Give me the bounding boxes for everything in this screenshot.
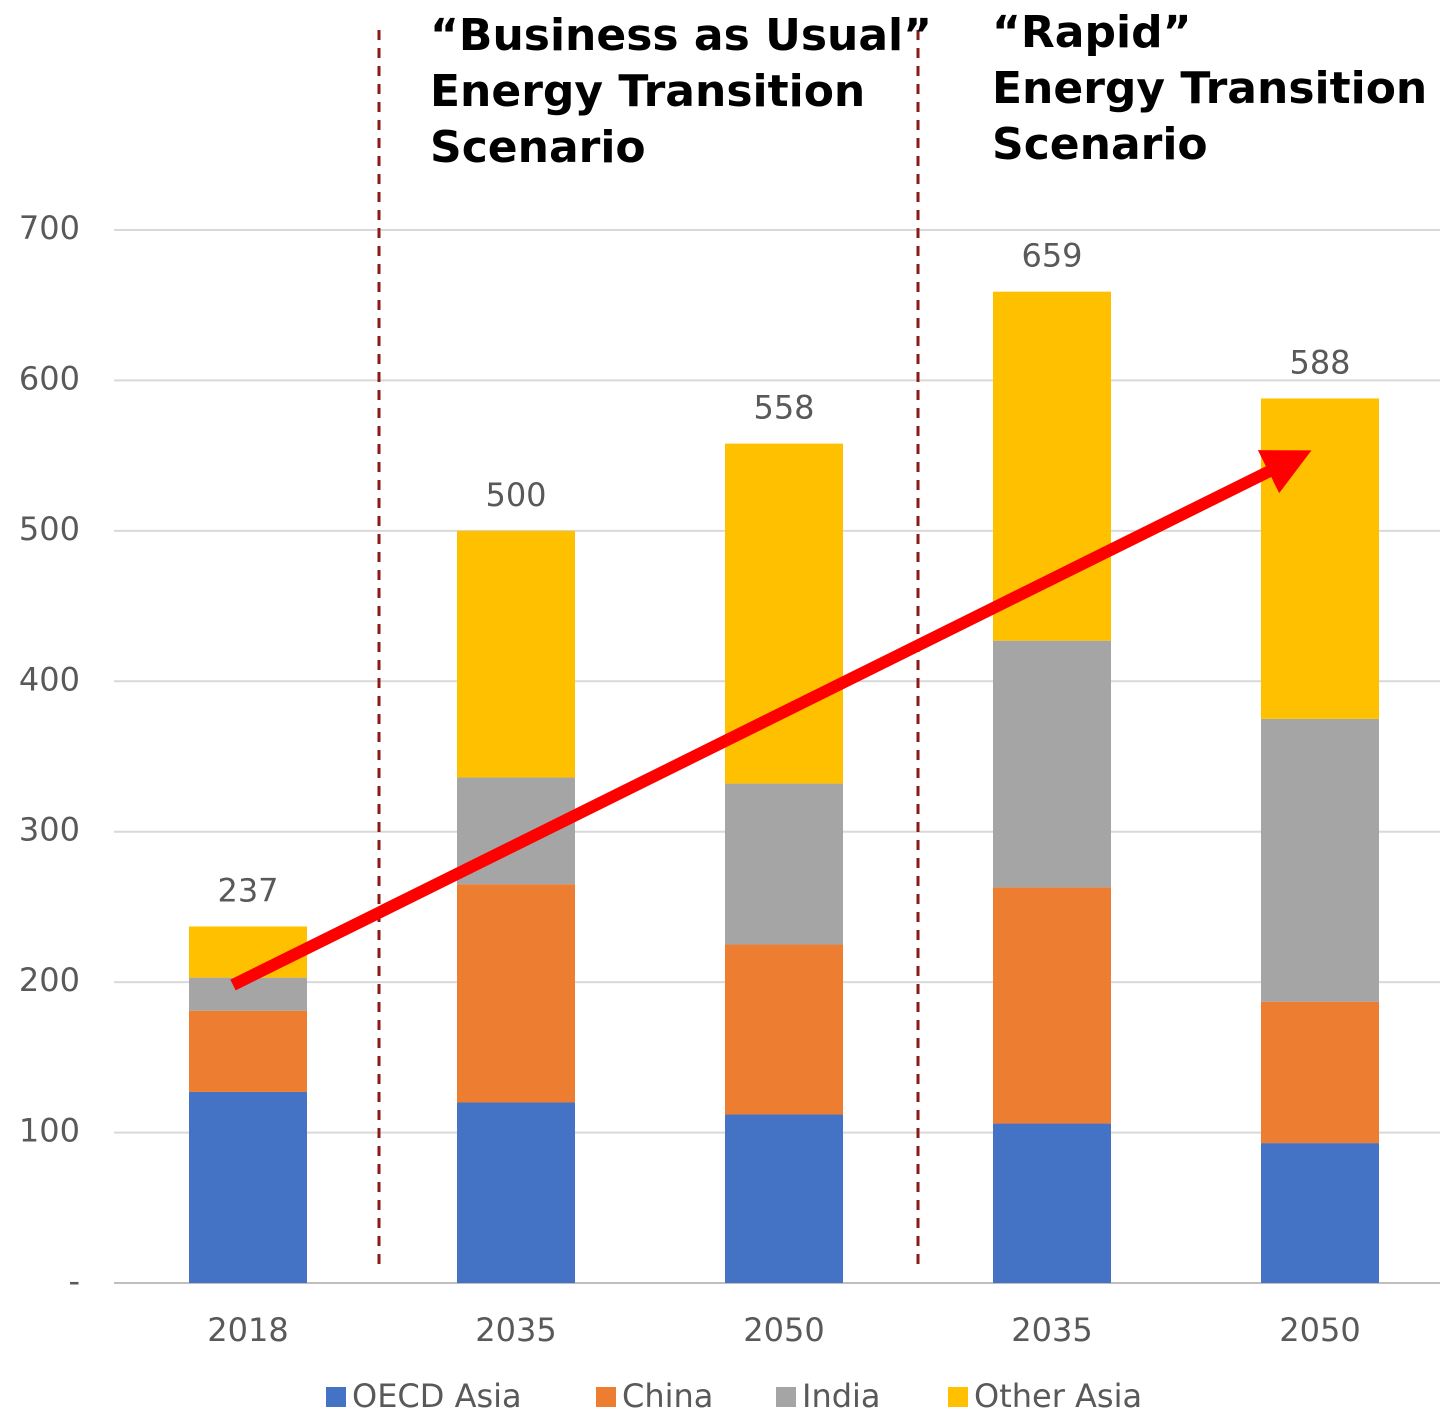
annotation: Energy Transition bbox=[992, 63, 1427, 114]
bar-segment bbox=[993, 887, 1111, 1124]
annotation: Scenario bbox=[430, 122, 646, 173]
annotation: “Business as Usual” bbox=[430, 10, 932, 61]
bar-segment bbox=[1261, 1143, 1379, 1283]
y-tick-label: 100 bbox=[19, 1112, 80, 1150]
x-tick-label: 2018 bbox=[207, 1311, 288, 1349]
y-tick-label: 400 bbox=[19, 660, 80, 698]
bar-segment bbox=[457, 884, 575, 1103]
legend-swatch bbox=[596, 1387, 616, 1407]
bar-segment bbox=[993, 291, 1111, 641]
trend-arrow bbox=[230, 450, 1312, 991]
legend-label: OECD Asia bbox=[352, 1377, 522, 1414]
x-tick-label: 2050 bbox=[743, 1311, 824, 1349]
bar-segment bbox=[725, 944, 843, 1115]
bar-segment bbox=[1261, 718, 1379, 1002]
bar-segment bbox=[725, 1114, 843, 1283]
legend-label: Other Asia bbox=[974, 1377, 1142, 1414]
total-label: 500 bbox=[485, 476, 546, 514]
annotation: Scenario bbox=[992, 119, 1208, 170]
legend-swatch bbox=[948, 1387, 968, 1407]
total-label: 558 bbox=[753, 389, 814, 427]
legend-swatch bbox=[326, 1387, 346, 1407]
bar-segment bbox=[189, 1010, 307, 1092]
y-tick-label: 700 bbox=[19, 209, 80, 247]
bar-segment bbox=[993, 640, 1111, 888]
y-tick-label: 300 bbox=[19, 811, 80, 849]
legend-label: India bbox=[802, 1377, 881, 1414]
y-tick-label: 600 bbox=[19, 359, 80, 397]
y-tick-label: 500 bbox=[19, 510, 80, 548]
bar-segment bbox=[1261, 1001, 1379, 1144]
bar-segment bbox=[457, 1102, 575, 1283]
total-label: 659 bbox=[1021, 237, 1082, 275]
y-tick-label: - bbox=[68, 1262, 80, 1300]
bar-segment bbox=[189, 1091, 307, 1283]
x-tick-label: 2035 bbox=[475, 1311, 556, 1349]
legend-label: China bbox=[622, 1377, 713, 1414]
x-tick-label: 2050 bbox=[1279, 1311, 1360, 1349]
legend-swatch bbox=[776, 1387, 796, 1407]
total-label: 237 bbox=[217, 871, 278, 909]
bar-segment bbox=[993, 1123, 1111, 1283]
annotation: Energy Transition bbox=[430, 66, 865, 117]
y-tick-label: 200 bbox=[19, 961, 80, 999]
annotation: “Rapid” bbox=[992, 7, 1191, 58]
bar-segment bbox=[1261, 398, 1379, 719]
x-tick-label: 2035 bbox=[1011, 1311, 1092, 1349]
bar-segment bbox=[457, 530, 575, 778]
total-label: 588 bbox=[1289, 343, 1350, 381]
bar-segment bbox=[725, 783, 843, 945]
